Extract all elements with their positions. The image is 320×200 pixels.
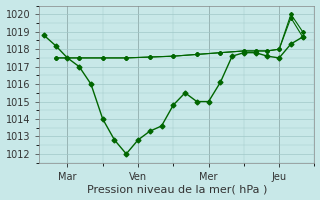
X-axis label: Pression niveau de la mer( hPa ): Pression niveau de la mer( hPa ) <box>87 184 267 194</box>
